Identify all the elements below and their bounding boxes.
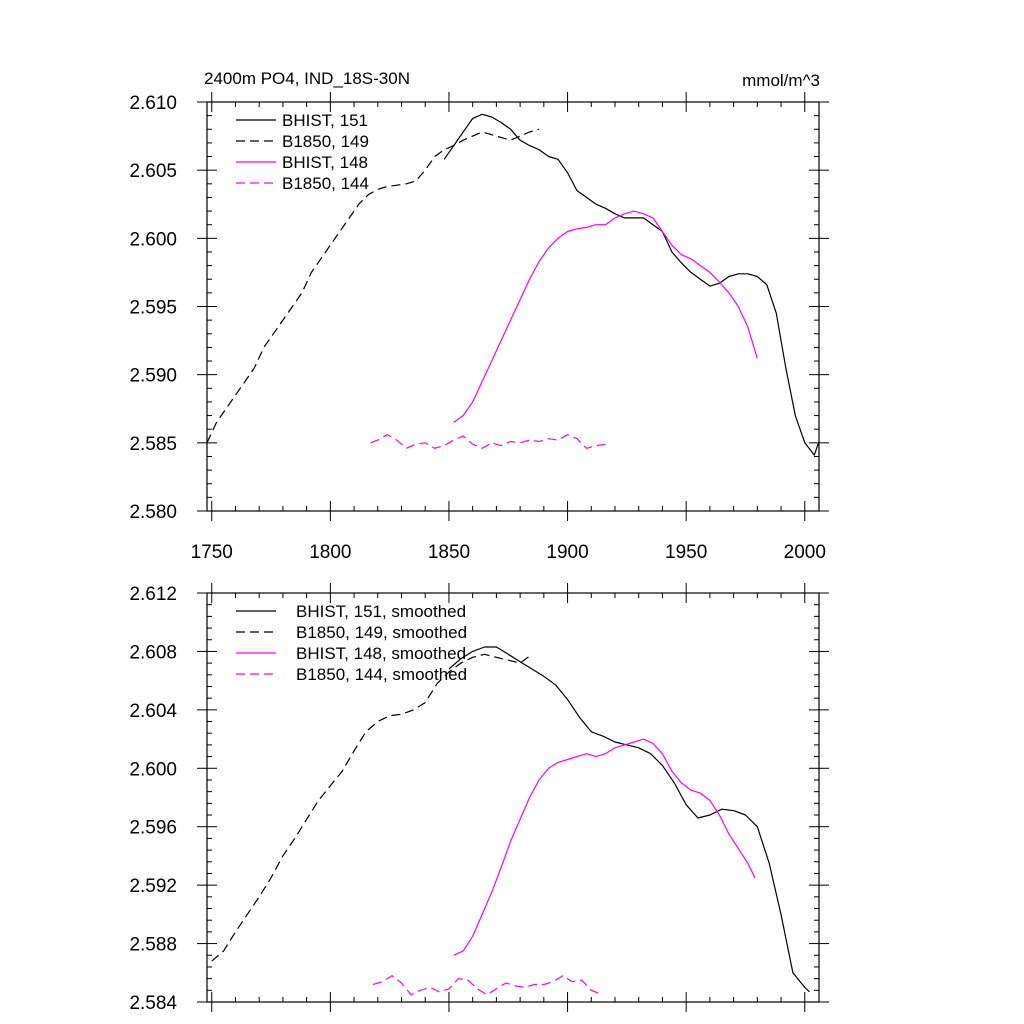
y-tick-label: 2.592	[129, 876, 177, 897]
legend: BHIST, 151, smoothed B1850, 149, smoothed…	[236, 602, 467, 684]
chart-title: 2400m PO4, IND_18S-30N	[204, 69, 410, 88]
x-tick-label: 1850	[428, 542, 470, 563]
x-tick-label: 2000	[784, 542, 826, 563]
y-tick-label: 2.590	[129, 366, 177, 387]
y-tick-label: 2.584	[129, 993, 177, 1014]
x-tick-label: 1750	[191, 542, 233, 563]
y-tick-label: 2.612	[129, 584, 177, 605]
legend-label: B1850, 144, smoothed	[296, 665, 467, 684]
legend-label: B1850, 149	[282, 132, 369, 151]
y-tick-label: 2.608	[129, 642, 177, 663]
y-tick-label: 2.585	[129, 434, 177, 455]
top-plot-area: 1750 1800 1850 1900 1950 2000 2.580 2.585 2.590 2…	[129, 92, 829, 563]
series-line-4	[372, 975, 599, 996]
y-tick-label: 2.596	[129, 818, 177, 839]
series-line-3	[453, 210, 758, 423]
x-tick-label: 1900	[546, 542, 588, 563]
y-tick-label: 2.610	[129, 93, 177, 114]
y-tick-label: 2.600	[129, 229, 177, 250]
y-tick-label: 2.595	[129, 298, 177, 319]
y-tick-label: 2.604	[129, 701, 177, 722]
units-label: mmol/m^3	[742, 71, 820, 90]
plot-frame	[206, 592, 820, 1003]
y-tick-label: 2.588	[129, 935, 177, 956]
legend-label: BHIST, 151, smoothed	[296, 602, 466, 621]
series-line-1	[443, 113, 819, 456]
series-line-2	[211, 653, 533, 962]
legend: BHIST, 151 B1850, 149 BHIST, 148 B1850, 144	[236, 111, 369, 193]
legend-label: BHIST, 148	[282, 153, 368, 172]
series-line-1	[448, 646, 810, 993]
bottom-panel: 2.584 2.588 2.592 2.596 2.600 2.604 2.608 2.612…	[129, 583, 829, 1014]
x-tick-label: 1950	[665, 542, 707, 563]
x-tick-label: 1800	[309, 542, 351, 563]
legend-label: B1850, 149, smoothed	[296, 623, 467, 642]
series-line-3	[453, 738, 756, 956]
y-tick-label: 2.580	[129, 502, 177, 523]
y-tick-label: 2.605	[129, 161, 177, 182]
y-tick-label: 2.600	[129, 759, 177, 780]
legend-label: BHIST, 148, smoothed	[296, 644, 466, 663]
legend-label: B1850, 144	[282, 174, 369, 193]
legend-label: BHIST, 151	[282, 111, 368, 130]
bottom-plot-area: 2.584 2.588 2.592 2.596 2.600 2.604 2.608 2.612…	[129, 583, 829, 1014]
series-line-4	[370, 434, 606, 449]
top-panel: 2400m PO4, IND_18S-30N mmol/m^3 1750 1800…	[129, 69, 829, 563]
series-line-2	[207, 128, 540, 444]
